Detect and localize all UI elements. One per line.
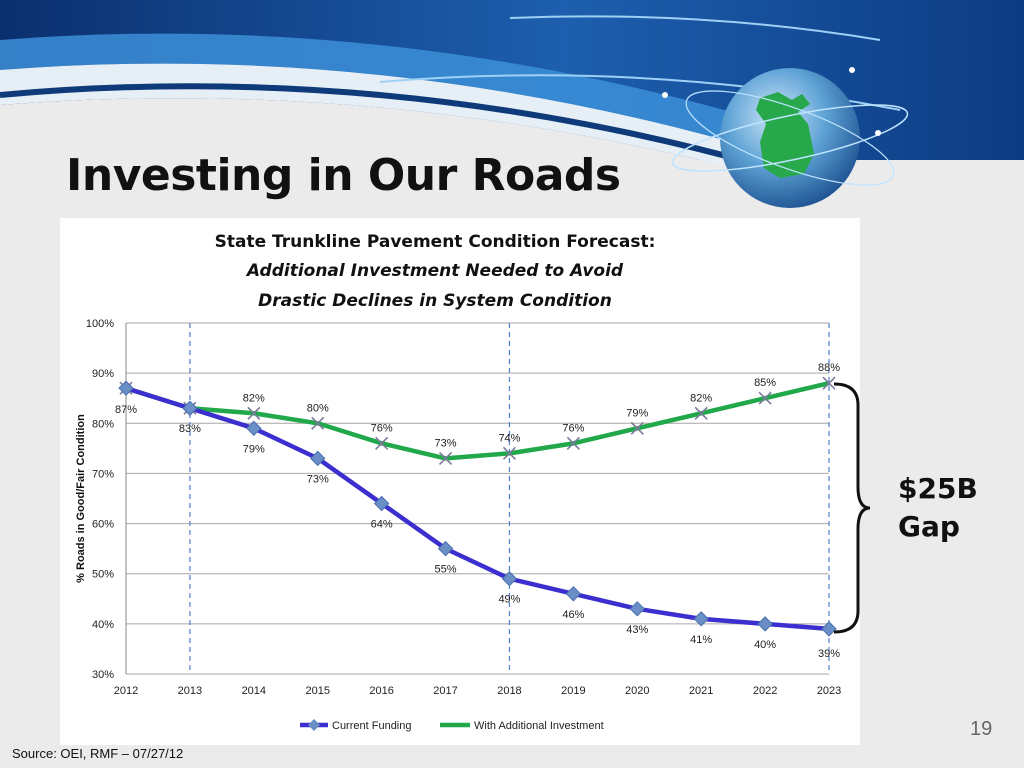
x-tick-label: 2014 [242,685,266,697]
legend-label-current-funding: Current Funding [332,720,412,732]
point-additional-investment [311,416,325,430]
data-label-current-funding: 73% [307,473,329,485]
point-current-funding [693,611,709,627]
point-current-funding [182,400,198,416]
y-tick-label: 70% [92,468,114,480]
x-tick-label: 2015 [305,685,329,697]
point-current-funding [757,616,773,632]
y-tick-label: 60% [92,519,114,531]
y-tick-label: 50% [92,569,114,581]
source-note: Source: OEI, RMF – 07/27/12 [12,746,184,761]
data-label-current-funding: 79% [243,443,265,455]
point-additional-investment [630,421,644,435]
x-tick-label: 2013 [178,685,202,697]
slide-title: Investing in Our Roads [66,150,621,201]
y-tick-label: 30% [92,669,114,681]
gap-label-word: Gap [898,510,960,543]
gap-label-amount: $25B [898,472,978,505]
data-label-current-funding: 43% [626,624,648,636]
point-current-funding [821,621,837,637]
data-label-current-funding: 46% [562,609,584,621]
point-current-funding [246,420,262,437]
point-additional-investment [822,376,836,390]
data-label-current-funding: 40% [754,639,776,651]
y-axis-title: % Roads in Good/Fair Condition [75,414,87,583]
data-label-current-funding: 41% [690,634,712,646]
data-label-additional-investment: 82% [243,392,265,404]
x-tick-label: 2017 [433,685,457,697]
point-current-funding [118,380,134,396]
legend-label-additional-investment: With Additional Investment [474,720,604,732]
data-label-additional-investment: 80% [307,402,329,414]
data-label-current-funding: 55% [435,564,457,576]
point-additional-investment [247,406,261,420]
chart-title: State Trunkline Pavement Condition Forec… [214,232,656,252]
x-tick-label: 2019 [561,685,585,697]
chart-subtitle-line-2: Drastic Declines in System Condition [258,291,612,311]
point-current-funding [373,495,390,512]
y-tick-label: 90% [92,368,114,380]
point-current-funding [565,586,582,602]
point-current-funding [437,540,454,557]
data-label-additional-investment: 73% [435,437,457,449]
x-tick-label: 2020 [625,685,649,697]
data-label-current-funding: 87% [115,404,137,416]
x-tick-label: 2016 [369,685,393,697]
data-label-additional-investment: 82% [690,392,712,404]
point-additional-investment [502,446,517,460]
line-chart: 30% 40% 50% 60% 70% 80% 90% 100% 2012 2013 2014 201… [75,318,841,732]
data-label-additional-investment: 76% [371,422,393,434]
data-label-additional-investment: 74% [498,432,520,444]
header-banner [0,0,1024,230]
data-label-current-funding: 64% [371,519,393,531]
data-label-current-funding: 83% [179,423,201,435]
point-additional-investment [566,436,580,450]
point-additional-investment [375,436,389,450]
point-current-funding [501,571,518,587]
x-tick-label: 2022 [753,685,777,697]
data-label-additional-investment: 85% [754,377,776,389]
x-tick-label: 2021 [689,685,713,697]
chart-subtitle-line-1: Additional Investment Needed to Avoid [246,261,624,281]
point-current-funding [629,601,645,617]
data-label-additional-investment: 76% [562,422,584,434]
chart-panel: 30% 40% 50% 60% 70% 80% 90% 100% 2012 2013 2014 201… [60,218,860,745]
point-current-funding [310,450,326,467]
data-label-current-funding: 39% [818,648,840,660]
gap-brace-icon [833,382,871,634]
data-label-additional-investment: 79% [626,407,648,419]
data-label-additional-investment: 88% [818,362,840,374]
data-label-current-funding: 49% [498,594,520,606]
point-additional-investment [758,391,772,405]
x-tick-label: 2023 [817,685,841,697]
point-additional-investment [438,451,453,465]
y-tick-label: 80% [92,418,114,430]
point-additional-investment [694,406,708,420]
legend-marker-current-funding [308,719,320,731]
x-tick-label: 2018 [497,685,521,697]
gap-label: $25B Gap [898,470,998,546]
y-tick-label: 100% [86,318,114,330]
x-tick-label: 2012 [114,685,138,697]
series-line-additional-investment [125,380,830,461]
y-tick-label: 40% [92,619,114,631]
series-line-current-funding [125,386,830,632]
page-number: 19 [970,718,993,740]
